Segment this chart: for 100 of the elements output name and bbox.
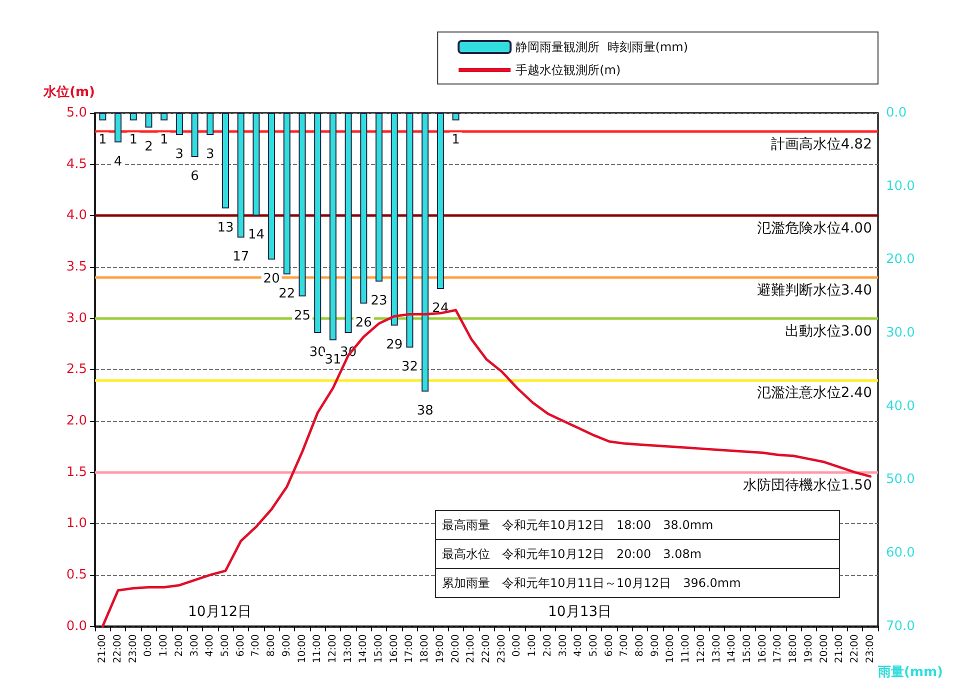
x-tick-label: 7:00	[619, 634, 630, 657]
x-tick-label: 13:00	[711, 634, 722, 664]
x-tick-label: 5:00	[588, 634, 600, 657]
data-label: 14	[248, 228, 264, 243]
ref-line-label: 避難判断水位3.40	[756, 282, 872, 298]
x-tick-label: 15:00	[742, 634, 753, 664]
x-tick-label: 18:00	[420, 634, 431, 664]
data-label: 2	[144, 140, 153, 155]
y-axis-title: 水位(m)	[42, 85, 95, 100]
bar	[436, 113, 444, 289]
x-tick-label: 8:00	[266, 634, 278, 657]
data-label: 22	[278, 286, 296, 302]
x-tick-label: 11:00	[680, 634, 692, 664]
bar	[268, 113, 276, 260]
x-tick-label: 23:00	[128, 634, 139, 664]
x-tick-label: 22:00	[481, 634, 492, 664]
bar	[114, 113, 122, 142]
bar	[99, 113, 106, 120]
bar	[344, 113, 352, 333]
data-label: 1	[129, 132, 138, 148]
x-tick-label: 22:00	[112, 634, 124, 664]
y-tick-label: 1.0	[66, 516, 87, 532]
x-tick-label: 1:00	[527, 634, 538, 657]
y-tick-label: 1.5	[66, 464, 87, 480]
y-tick-label: 3.5	[66, 259, 87, 274]
x-tick-label: 18:00	[788, 634, 800, 664]
x-tick-label: 20:00	[450, 634, 462, 664]
data-label: 17	[232, 250, 250, 265]
x-tick-label: 17:00	[404, 634, 416, 664]
data-label: 3	[175, 147, 184, 162]
x-tick-label: 15:00	[374, 634, 385, 664]
x-tick-label: 5:00	[220, 634, 231, 657]
data-label: 23	[370, 294, 388, 309]
y2-tick-label: 60.0	[886, 545, 915, 560]
data-label: 1	[452, 132, 460, 148]
x-tick-label: 19:00	[803, 634, 814, 664]
y-tick-label: 2.5	[66, 362, 87, 378]
bar	[298, 113, 306, 296]
annotation: 10月12日	[188, 604, 252, 620]
ref-line-label: 出動水位3.00	[784, 323, 872, 340]
data-label: 24	[432, 300, 449, 316]
x-tick-label: 2:00	[174, 634, 185, 657]
y-tick-label: 4.5	[66, 156, 87, 172]
y2-tick-label: 70.0	[886, 618, 915, 634]
y-tick-label: 0.5	[66, 567, 87, 582]
bar	[329, 113, 336, 340]
bar	[222, 113, 229, 208]
data-label: 31	[324, 352, 342, 368]
y2-tick-label: 20.0	[886, 252, 915, 268]
bar	[145, 113, 152, 128]
x-tick-label: 3:00	[558, 634, 569, 657]
bar	[206, 113, 214, 135]
x-tick-label: 4:00	[573, 634, 584, 657]
y-tick-label: 3.0	[66, 310, 87, 326]
x-tick-label: 12:00	[696, 634, 707, 664]
x-tick-label: 10:00	[665, 634, 676, 664]
data-label: 1	[98, 132, 107, 148]
data-label: 1	[160, 132, 168, 148]
bar	[390, 113, 398, 326]
bar	[160, 113, 168, 120]
bar	[283, 113, 290, 274]
data-label: 25	[294, 308, 311, 324]
y2-tick-label: 10.0	[886, 178, 915, 194]
x-tick-label: 22:00	[849, 634, 860, 664]
bar	[237, 113, 244, 238]
data-label: 38	[416, 404, 434, 419]
data-label: 20	[263, 272, 280, 287]
x-tick-label: 3:00	[189, 634, 200, 657]
y2-tick-label: 30.0	[886, 325, 915, 340]
x-tick-label: 9:00	[281, 634, 292, 657]
data-label: 13	[217, 220, 234, 236]
x-tick-label: 8:00	[634, 634, 646, 657]
bar	[176, 113, 183, 135]
ref-line-label: 氾濫危険水位4.00	[756, 220, 872, 237]
bar	[376, 113, 383, 282]
y-tick-label: 4.0	[66, 208, 87, 224]
x-tick-label: 14:00	[726, 634, 738, 664]
bar	[191, 113, 198, 157]
legend-label: 静岡雨量観測所 時刻雨量(mm)	[516, 40, 688, 54]
bar	[452, 113, 460, 120]
ref-line-label: 氾濫注意水位2.40	[756, 384, 872, 401]
ref-line-label: 水防団待機水位1.50	[742, 477, 872, 494]
bar	[314, 113, 322, 333]
x-tick-label: 10:00	[296, 634, 308, 664]
x-tick-label: 4:00	[204, 634, 216, 657]
x-tick-label: 6:00	[235, 634, 246, 657]
data-label: 6	[190, 168, 199, 184]
x-tick-label: 21:00	[97, 634, 108, 664]
annotation: 累加雨量 令和元年10月11日～10月12日 396.0mm	[436, 568, 839, 597]
y-tick-label: 0.0	[66, 618, 87, 634]
x-tick-label: 14:00	[358, 634, 370, 664]
annotation: 最高雨量 令和元年10月12日 18:00 38.0mm	[441, 517, 714, 534]
x-tick-label: 21:00	[466, 634, 477, 664]
data-label: 29	[386, 338, 403, 353]
data-label: 4	[114, 154, 122, 170]
ref-line-label: 計画高水位4.82	[770, 136, 872, 152]
x-tick-label: 2:00	[542, 634, 554, 657]
x-tick-label: 20:00	[818, 634, 830, 664]
x-tick-label: 17:00	[772, 634, 784, 664]
x-tick-label: 9:00	[650, 634, 661, 657]
